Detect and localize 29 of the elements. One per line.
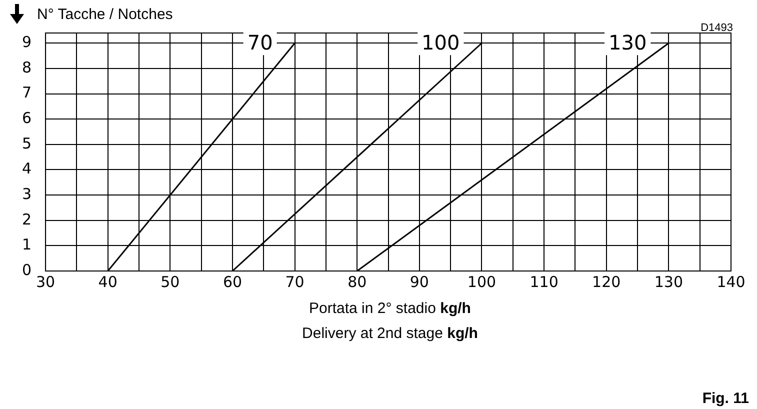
x-tick-label: 120 (592, 272, 621, 291)
y-tick-label: 8 (22, 58, 32, 76)
x-tick-label: 30 (36, 272, 56, 291)
caption: Fig. 11 (702, 390, 749, 407)
x-tick-label: 40 (98, 272, 118, 291)
chart-title: N° Tacche / Notches (37, 6, 173, 23)
y-tick-label: 7 (22, 84, 32, 102)
series-label: 70 (247, 30, 273, 54)
x-tick-label: 130 (654, 272, 684, 291)
y-tick-label: 4 (22, 160, 32, 178)
x-tick-label: 100 (467, 272, 496, 291)
y-tick-label: 3 (22, 184, 32, 203)
x-tick-label: 70 (285, 272, 304, 291)
series-label: 100 (422, 30, 460, 54)
y-tick-label: 9 (22, 33, 32, 52)
y-tick-label: 0 (22, 260, 32, 279)
x-tick-label: 90 (410, 272, 429, 291)
x-tick-label: 60 (222, 272, 242, 291)
annotation: D1493 (700, 22, 733, 34)
y-tick-label: 5 (22, 134, 32, 152)
y-tick-label: 6 (22, 108, 32, 127)
y-tick-label: 1 (22, 236, 32, 254)
y-tick-label: 2 (22, 210, 32, 228)
x-tick-label: 110 (530, 272, 558, 291)
x-tick-label: 140 (716, 272, 746, 291)
x-tick-label: 50 (160, 272, 180, 291)
x-tick-label: 80 (348, 272, 367, 291)
series-label: 130 (608, 30, 647, 54)
x-axis-title: Portata in 2° stadio kg/h Delivery at 2nd stage kg/h (301, 299, 479, 344)
